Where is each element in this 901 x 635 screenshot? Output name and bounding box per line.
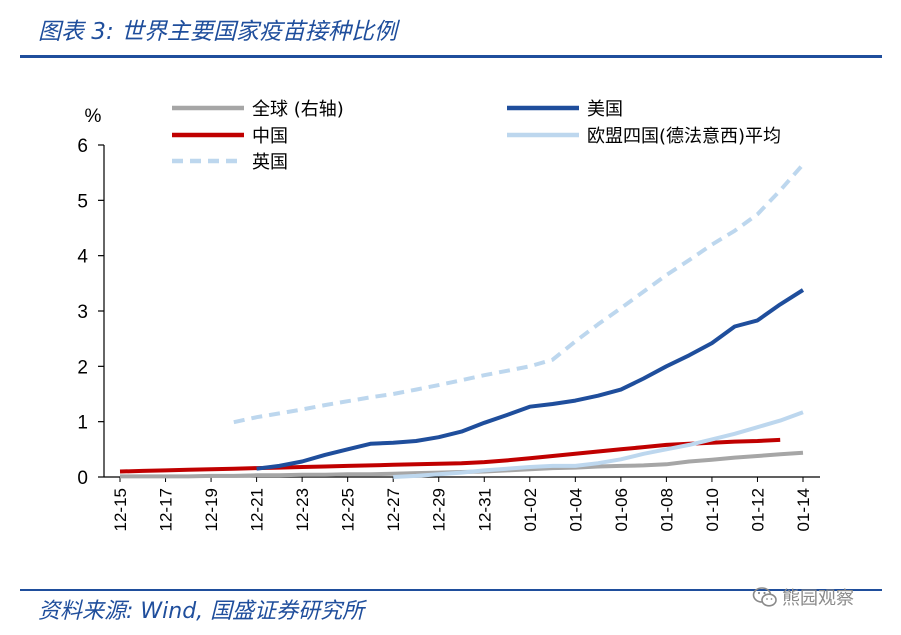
y-tick-label: 2 — [77, 357, 88, 378]
x-tick-label: 12-23 — [293, 488, 312, 531]
line-chart: 0 1 2 3 4 5 6% 12-15 12-17 12-19 12-21 12-23 12-25 12… — [77, 99, 820, 531]
x-tick-label: 12-27 — [384, 488, 403, 531]
y-tick-label: 6 — [77, 136, 88, 157]
watermark-text: 熊园观察 — [782, 588, 854, 609]
y-tick-label: 1 — [77, 413, 88, 434]
chart-series — [119, 163, 805, 479]
x-tick-label: 01-12 — [748, 488, 767, 531]
top-rule — [20, 55, 882, 58]
legend-label-eu4: 欧盟四国(德法意西)平均 — [587, 126, 781, 147]
x-tick-label: 12-25 — [339, 488, 358, 531]
y-tick-label: 4 — [77, 247, 88, 268]
x-tick-label: 01-02 — [521, 488, 540, 531]
wechat-icon — [752, 587, 777, 607]
x-tick-label: 12-17 — [157, 488, 176, 531]
x-tick-label: 12-21 — [248, 488, 267, 531]
x-tick-label: 12-19 — [202, 488, 221, 531]
bottom-rule — [20, 589, 882, 591]
x-tick-label: 12-31 — [475, 488, 494, 531]
y-tick-label: 3 — [77, 302, 88, 323]
chart-title: 图表 3: 世界主要国家疫苗接种比例 — [38, 19, 398, 45]
y-tick-label: 5 — [77, 191, 88, 212]
series-line-china — [119, 437, 781, 474]
source-note: 资料来源: Wind, 国盛证券研究所 — [38, 599, 365, 624]
series-line-us — [256, 288, 805, 471]
x-tick-label: 01-10 — [703, 488, 722, 531]
series-line-eu4 — [393, 410, 804, 479]
legend-label-us: 美国 — [587, 99, 623, 120]
legend-label-uk: 英国 — [252, 152, 288, 173]
x-tick-label: 01-08 — [657, 488, 676, 531]
chart-axes: 0 1 2 3 4 5 6% 12-15 12-17 12-19 12-21 12-23 12-25 12… — [77, 106, 820, 531]
x-tick-label: 12-29 — [430, 488, 449, 531]
legend-label-global: 全球 (右轴) — [252, 99, 344, 120]
x-tick-label: 12-15 — [111, 488, 130, 531]
legend-label-china: 中国 — [252, 126, 288, 147]
x-tick-label: 01-14 — [794, 488, 813, 531]
y-tick-label: 0 — [77, 468, 88, 489]
series-line-uk — [233, 163, 805, 425]
x-tick-label: 01-04 — [566, 488, 585, 531]
y-axis-label: % — [85, 106, 102, 127]
watermark: 熊园观察 — [752, 582, 854, 612]
x-tick-label: 01-06 — [612, 488, 631, 531]
